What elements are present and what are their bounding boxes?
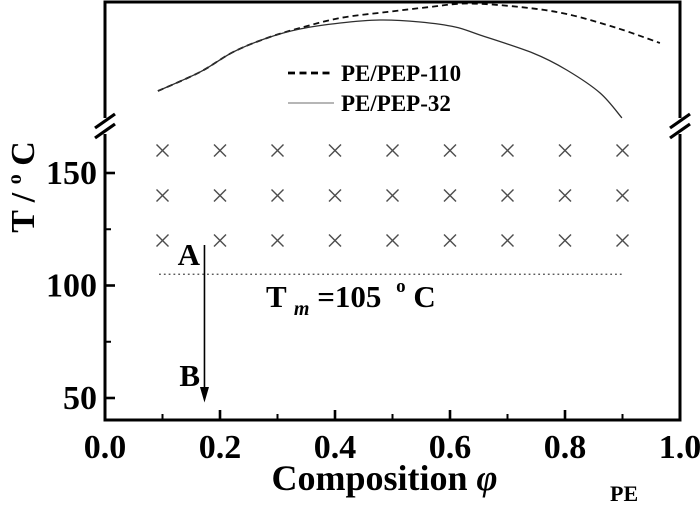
- point-a-label: A: [178, 237, 201, 272]
- y-tick-label: 150: [46, 155, 97, 192]
- x-tick-label: 1.0: [659, 429, 700, 466]
- cross-marker: [156, 234, 169, 247]
- cross-marker: [271, 189, 284, 202]
- cross-marker: [386, 144, 399, 157]
- axis-break-gap: [676, 118, 684, 134]
- cross-marker: [271, 234, 284, 247]
- point-b-label: B: [179, 358, 200, 393]
- cross-marker: [328, 234, 342, 247]
- cross-marker: [616, 144, 629, 157]
- cross-marker: [213, 144, 227, 157]
- y-axis-degree-symbol: o: [4, 174, 26, 184]
- x-tick-label: 0.8: [544, 429, 587, 466]
- binodal-curve-solid: [157, 19, 623, 119]
- cross-marker: [328, 189, 342, 202]
- tm-degree-symbol: o: [396, 276, 406, 297]
- cross-marker: [271, 144, 284, 157]
- cross-marker: [558, 234, 572, 247]
- cross-marker: [213, 234, 227, 247]
- cross-marker: [213, 189, 227, 202]
- quench-arrow-head: [199, 387, 209, 403]
- axes-layer: 150 100 50 0.0 0.2 0.4 0.6 0.8 1.0: [46, 0, 700, 466]
- x-axis-title-text: Composition: [271, 458, 476, 498]
- cross-marker: [501, 144, 514, 157]
- x-tick-label: 0.0: [84, 429, 127, 466]
- legend: PE/PEP-110 PE/PEP-32: [288, 61, 461, 116]
- cross-marker: [501, 189, 514, 202]
- cross-marker: [558, 189, 572, 202]
- y-tick-label: 100: [46, 268, 97, 305]
- legend-label-pe-pep-32: PE/PEP-32: [341, 91, 451, 116]
- tm-annotation: T m =105 o C: [266, 264, 436, 322]
- axis-break-mark: [94, 122, 116, 140]
- cross-marker: [156, 189, 169, 202]
- x-tick-label: 0.6: [429, 429, 472, 466]
- phi-subscript: PE: [610, 481, 638, 506]
- y-axis-unit: C: [5, 141, 42, 166]
- cross-marker: [443, 234, 457, 247]
- cross-marker: [616, 234, 629, 247]
- axis-break-mark: [669, 122, 691, 140]
- cross-marker: [386, 234, 399, 247]
- annotations-layer: [159, 245, 623, 403]
- tm-unit: C: [413, 279, 435, 314]
- x-tick-label: 0.2: [199, 429, 242, 466]
- axis-break-mark: [94, 112, 116, 130]
- cross-marker: [328, 144, 342, 157]
- tm-subscript: m: [294, 298, 310, 320]
- y-axis-title: T / o C: [0, 141, 42, 233]
- x-tick-label: 0.4: [314, 429, 357, 466]
- y-axis-title-text: T /: [5, 184, 42, 233]
- axis-break-gap: [101, 118, 109, 134]
- binodal-curves-layer: [157, 2, 661, 119]
- legend-label-pe-pep-110: PE/PEP-110: [341, 61, 461, 86]
- axis-break-mark: [669, 112, 691, 130]
- cross-marker: [558, 144, 572, 157]
- phi-symbol: φ: [476, 458, 497, 498]
- cross-marker: [501, 234, 514, 247]
- experiment-grid-layer: [156, 144, 629, 247]
- y-tick-label: 50: [63, 380, 97, 417]
- tm-value: =105: [317, 279, 381, 314]
- cross-marker: [616, 189, 629, 202]
- cross-marker: [156, 144, 169, 157]
- tm-symbol: T: [266, 279, 287, 314]
- x-axis-title: Composition φ PE: [271, 458, 638, 506]
- cross-marker: [386, 189, 399, 202]
- cross-marker: [443, 144, 457, 157]
- cross-marker: [443, 189, 457, 202]
